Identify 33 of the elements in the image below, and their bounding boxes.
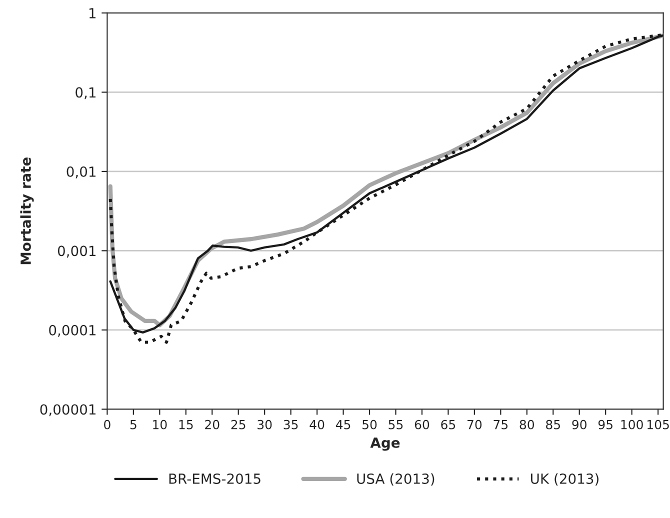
x-tick-label: 95 xyxy=(598,420,612,430)
x-tick-label: 75 xyxy=(494,420,508,430)
x-tick-label: 10 xyxy=(153,420,167,430)
x-tick-label: 100 xyxy=(621,420,643,430)
y-tick-label: 0,01 xyxy=(66,166,96,178)
x-tick-label: 80 xyxy=(520,420,534,430)
y-tick-label: 0,0001 xyxy=(49,324,96,337)
legend-label: USA (2013) xyxy=(357,473,434,486)
x-tick-label: 70 xyxy=(468,420,482,430)
x-tick-label: 60 xyxy=(414,420,430,430)
legend-label: UK (2013) xyxy=(531,473,598,486)
x-tick-label: 0 xyxy=(104,420,110,430)
x-tick-label: 25 xyxy=(231,420,246,430)
y-tick-label: 1 xyxy=(89,8,96,18)
x-axis-title: Age xyxy=(370,438,400,451)
x-tick-label: 5 xyxy=(130,420,136,430)
x-tick-label: 45 xyxy=(336,420,350,430)
x-tick-label: 55 xyxy=(388,420,403,430)
y-tick-label: 0,001 xyxy=(58,246,96,258)
x-tick-label: 15 xyxy=(179,420,193,430)
y-tick-label: 0,00001 xyxy=(40,404,96,416)
x-tick-label: 65 xyxy=(441,420,456,430)
x-tick-label: 85 xyxy=(546,420,560,430)
x-tick-label: 50 xyxy=(362,420,377,430)
y-tick-label: 0,1 xyxy=(76,87,96,100)
x-tick-label: 105 xyxy=(647,420,669,430)
x-tick-label: 35 xyxy=(284,420,298,430)
legend-label: BR-EMS-2015 xyxy=(169,473,260,484)
x-tick-label: 30 xyxy=(258,420,272,430)
y-axis-title: Mortality rate xyxy=(20,157,34,264)
x-tick-label: 90 xyxy=(572,420,586,430)
x-tick-label: 20 xyxy=(205,420,220,430)
x-tick-label: 40 xyxy=(310,420,324,430)
